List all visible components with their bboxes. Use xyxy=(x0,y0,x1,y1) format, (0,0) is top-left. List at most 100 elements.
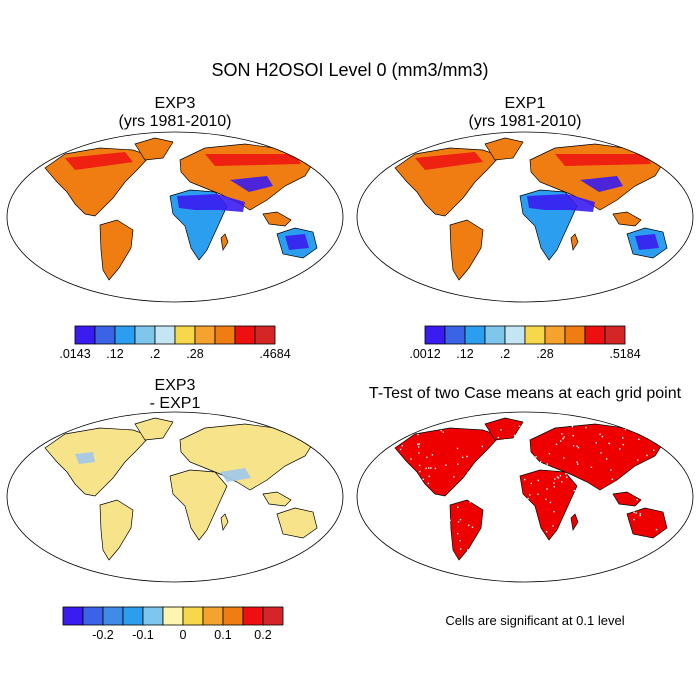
continent-africa xyxy=(169,469,228,541)
colorbar-diff-box xyxy=(242,606,264,626)
nonsignificant-cell xyxy=(436,525,438,527)
nonsignificant-cell xyxy=(539,461,542,463)
nonsignificant-cell xyxy=(461,456,464,459)
nonsignificant-cell xyxy=(440,429,442,432)
nonsignificant-cell xyxy=(441,553,443,555)
continent-greenland xyxy=(484,417,524,441)
nonsignificant-cell xyxy=(502,461,504,464)
colorbar-diff-box xyxy=(162,606,184,626)
map-frame xyxy=(356,411,694,583)
figure-title: SON H2OSOI Level 0 (mm3/mm3) xyxy=(211,60,489,80)
nonsignificant-cell xyxy=(420,489,422,491)
nonsignificant-cell xyxy=(648,551,650,553)
continent-southeast-asia xyxy=(262,491,292,507)
colorbar-exp3-label: .4684 xyxy=(259,347,290,361)
nonsignificant-cell xyxy=(520,457,522,460)
panel-title-diff-line1: EXP3 xyxy=(154,377,196,394)
nonsignificant-cell xyxy=(614,504,617,507)
nonsignificant-cell xyxy=(563,457,565,459)
panel-title-exp1-line2: (yrs 1981-2010) xyxy=(468,113,582,130)
nonsignificant-cell xyxy=(510,516,513,518)
nonsignificant-cell xyxy=(475,548,478,550)
colorbar-diff-box xyxy=(102,606,124,626)
nonsignificant-cell xyxy=(467,471,469,474)
colorbar-exp1-box xyxy=(584,325,606,345)
nonsignificant-cell xyxy=(535,456,537,458)
continent-madagascar xyxy=(220,233,229,251)
colorbar-exp1-box xyxy=(544,325,566,345)
nonsignificant-cell xyxy=(427,467,430,469)
nonsignificant-cell xyxy=(471,526,474,528)
nonsignificant-cell xyxy=(516,537,518,539)
nonsignificant-cell xyxy=(525,465,527,467)
nonsignificant-cell xyxy=(400,465,402,467)
colorbar-diff-label: -0.1 xyxy=(132,628,154,642)
colorbar-exp1-label: .12 xyxy=(456,347,473,361)
nonsignificant-cell xyxy=(417,433,419,436)
nonsignificant-cell xyxy=(597,526,600,529)
nonsignificant-cell xyxy=(519,445,522,447)
nonsignificant-cell xyxy=(508,454,510,456)
nonsignificant-cell xyxy=(636,498,638,501)
nonsignificant-cell xyxy=(397,523,399,525)
nonsignificant-cell xyxy=(469,501,472,503)
colorbar-exp1-label: .5184 xyxy=(609,347,640,361)
nonsignificant-cell xyxy=(528,431,530,434)
nonsignificant-cell xyxy=(484,428,486,430)
nonsignificant-cell xyxy=(608,442,610,445)
continent-north-america xyxy=(44,427,151,497)
colorbar-diff-box xyxy=(122,606,144,626)
nonsignificant-cell xyxy=(449,519,451,522)
continent-south-america xyxy=(449,219,484,281)
nonsignificant-cell xyxy=(595,442,598,444)
continent-greenland xyxy=(134,417,174,441)
nonsignificant-cell xyxy=(418,443,420,445)
nonsignificant-cell xyxy=(633,518,635,521)
colorbar-diff-label: 0.1 xyxy=(214,628,231,642)
colorbar-exp1-box xyxy=(464,325,486,345)
wet-region xyxy=(415,152,483,170)
map-diff xyxy=(6,411,344,583)
nonsignificant-cell xyxy=(396,471,399,474)
nonsignificant-cell xyxy=(411,521,413,523)
nonsignificant-cell xyxy=(426,456,428,459)
panel-title-ttest-line1: T-Test of two Case means at each grid po… xyxy=(368,385,682,402)
colorbar-exp3-box xyxy=(174,325,196,345)
nonsignificant-cell xyxy=(476,475,478,477)
nonsignificant-cell xyxy=(486,545,488,548)
nonsignificant-cell xyxy=(561,481,563,483)
wet-region xyxy=(555,154,651,166)
nonsignificant-cell xyxy=(422,483,425,486)
nonsignificant-cell xyxy=(556,476,559,478)
nonsignificant-cell xyxy=(423,489,426,491)
colorbar-exp3-box xyxy=(254,325,276,345)
nonsignificant-cell xyxy=(629,478,631,481)
panel-title-diff-line2: - EXP1 xyxy=(149,395,201,412)
nonsignificant-cell xyxy=(488,516,490,518)
nonsignificant-cell xyxy=(529,516,531,518)
nonsignificant-cell xyxy=(525,457,528,459)
nonsignificant-cell xyxy=(466,455,468,458)
nonsignificant-cell xyxy=(622,437,624,439)
nonsignificant-cell xyxy=(531,523,533,526)
panel-title-diff: EXP3 - EXP1 xyxy=(110,377,240,413)
nonsignificant-cell xyxy=(416,545,418,547)
nonsignificant-cell xyxy=(596,508,599,510)
nonsignificant-cell xyxy=(542,467,545,470)
nonsignificant-cell xyxy=(419,553,421,556)
nonsignificant-cell xyxy=(537,493,539,495)
nonsignificant-cell xyxy=(557,477,560,479)
nonsignificant-cell xyxy=(457,521,460,523)
nonsignificant-cell xyxy=(572,434,574,437)
nonsignificant-cell xyxy=(518,425,521,427)
colorbar-exp1-box xyxy=(524,325,546,345)
nonsignificant-cell xyxy=(412,471,414,473)
nonsignificant-cell xyxy=(480,465,482,468)
nonsignificant-cell xyxy=(600,452,602,454)
nonsignificant-cell xyxy=(580,520,582,523)
colorbar-exp1-box xyxy=(444,325,466,345)
continent-southeast-asia xyxy=(612,211,642,227)
nonsignificant-cell xyxy=(488,552,491,554)
colorbar-exp3-label: .0143 xyxy=(59,347,90,361)
colorbar-exp1-label: .28 xyxy=(536,347,553,361)
